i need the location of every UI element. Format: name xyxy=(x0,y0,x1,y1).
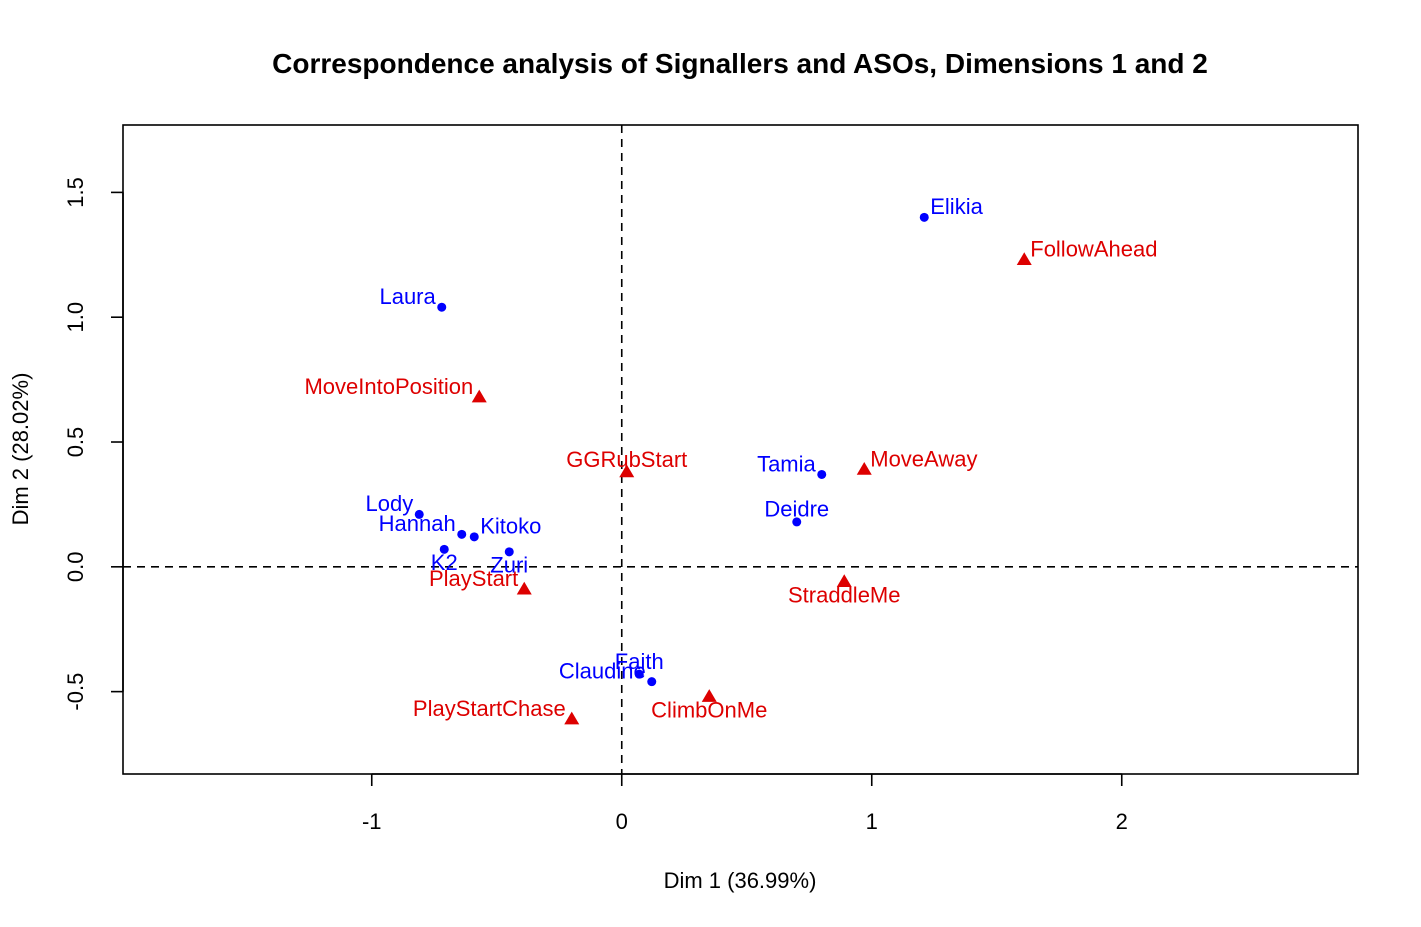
point-lody xyxy=(414,509,424,519)
label-hannah: Hannah xyxy=(379,511,456,536)
label-faith: Faith xyxy=(615,649,664,674)
point-moveaway xyxy=(856,461,872,475)
point-playstart xyxy=(516,581,532,595)
point-deidre xyxy=(792,517,802,527)
point-climbonme xyxy=(701,689,717,702)
label-claudine: Claudine xyxy=(559,658,646,683)
y-tick-label: -0.5 xyxy=(63,673,88,711)
label-followahead: FollowAhead xyxy=(1030,237,1157,262)
label-zuri: Zuri xyxy=(490,553,528,578)
label-playstartchase: PlayStartChase xyxy=(413,696,566,721)
plot-area xyxy=(122,124,1359,775)
point-hannah xyxy=(457,529,467,539)
x-tick-label: 2 xyxy=(1116,809,1128,834)
point-claudine xyxy=(647,677,657,687)
x-axis: -1 0 1 2 xyxy=(362,773,1128,834)
point-straddleme xyxy=(836,574,852,588)
x-tick-label: 0 xyxy=(616,809,628,834)
point-elikia xyxy=(919,212,929,222)
chart-title: Correspondence analysis of Signallers an… xyxy=(272,48,1208,79)
label-laura: Laura xyxy=(379,284,436,309)
y-axis: -0.5 0.0 0.5 1.0 1.5 xyxy=(63,177,124,711)
point-zuri xyxy=(504,547,514,557)
y-axis-label: Dim 2 (28.02%) xyxy=(8,373,33,526)
x-tick-label: 1 xyxy=(866,809,878,834)
label-playstart: PlayStart xyxy=(429,566,518,591)
label-ggrubstart: GGRubStart xyxy=(566,447,687,472)
label-moveintoposition: MoveIntoPosition xyxy=(304,374,473,399)
point-moveintoposition xyxy=(471,389,487,403)
label-k2: K2 xyxy=(431,550,458,575)
point-laura xyxy=(437,302,447,312)
point-kitoko xyxy=(469,532,479,542)
point-tamia xyxy=(817,469,827,479)
point-k2 xyxy=(439,544,449,554)
x-axis-label: Dim 1 (36.99%) xyxy=(664,868,817,893)
point-faith xyxy=(634,669,644,679)
label-lody: Lody xyxy=(366,491,414,516)
label-straddleme: StraddleMe xyxy=(788,583,901,608)
label-kitoko: Kitoko xyxy=(480,514,541,539)
point-followahead xyxy=(1016,252,1032,266)
label-elikia: Elikia xyxy=(930,194,983,219)
y-tick-label: 0.5 xyxy=(63,427,88,458)
y-tick-label: 1.0 xyxy=(63,302,88,333)
y-tick-label: 1.5 xyxy=(63,177,88,208)
label-moveaway: MoveAway xyxy=(870,446,977,471)
reference-lines xyxy=(123,125,1358,774)
point-playstartchase xyxy=(564,711,580,725)
label-climbonme: ClimbOnMe xyxy=(651,697,767,722)
x-tick-label: -1 xyxy=(362,809,382,834)
label-tamia: Tamia xyxy=(757,451,816,476)
y-tick-label: 0.0 xyxy=(63,552,88,583)
label-deidre: Deidre xyxy=(764,497,829,522)
point-ggrubstart xyxy=(619,464,635,478)
